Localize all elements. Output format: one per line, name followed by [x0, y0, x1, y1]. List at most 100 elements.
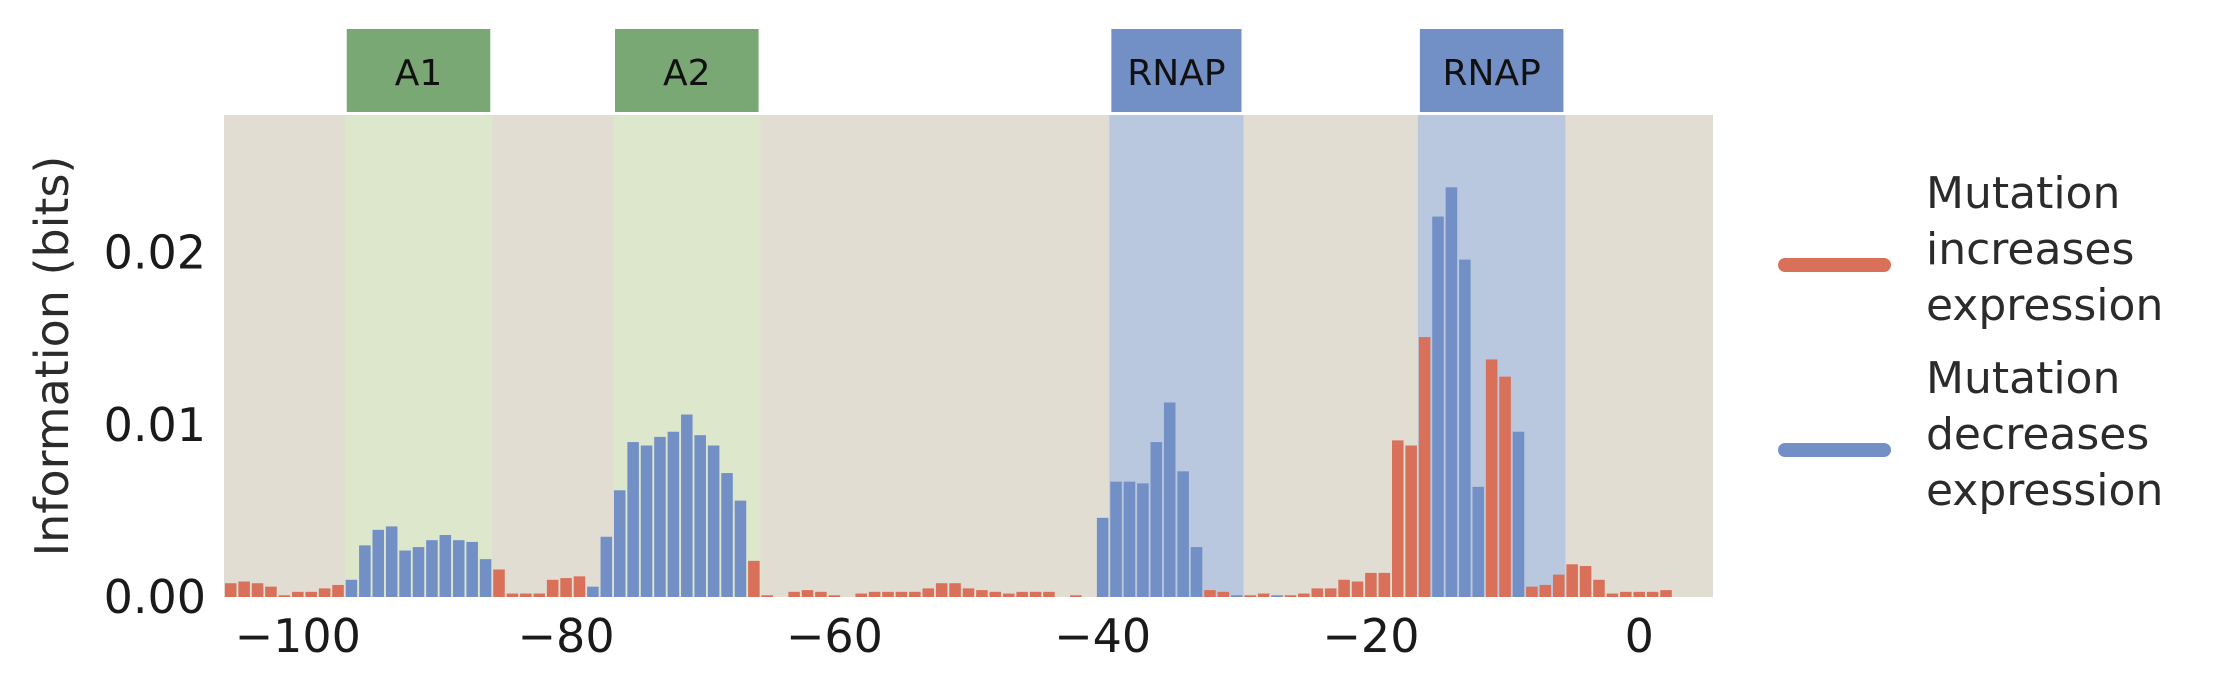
bar-pos--46: [1016, 591, 1028, 597]
bar-pos--27: [1271, 595, 1283, 597]
legend-label-increase: Mutation increases expression: [1926, 168, 2163, 331]
bar-pos--82: [533, 593, 546, 597]
region-box-3: [1111, 29, 1242, 112]
bar-pos--74: [640, 445, 653, 597]
legend-entry-decrease: Mutation decreases expression: [1778, 353, 2163, 516]
bar-pos--86: [479, 559, 492, 597]
bar-pos--13: [1459, 259, 1471, 597]
bar-pos--104: [238, 581, 250, 597]
bar-pos--75: [627, 442, 639, 597]
bar-pos--31: [1217, 591, 1230, 597]
bar-pos--1: [1620, 591, 1632, 597]
region-label-1: A1: [395, 53, 443, 94]
bar-pos--105: [224, 583, 237, 597]
x-tick-label: −20: [1322, 609, 1419, 663]
bars: [224, 187, 1672, 598]
bar-pos--87: [466, 541, 478, 597]
bar-pos--10: [1499, 376, 1511, 597]
bar-pos--20: [1365, 572, 1377, 597]
bar-pos--67: [734, 500, 747, 597]
bar-pos--101: [278, 595, 291, 597]
bar-pos--63: [788, 591, 800, 597]
bar-pos--15: [1432, 216, 1444, 598]
bar-pos--44: [1043, 591, 1055, 597]
bar-pos--68: [721, 473, 733, 597]
bar-pos--77: [600, 536, 613, 597]
region-label-3: RNAP: [1127, 53, 1225, 94]
bar-pos--12: [1472, 486, 1485, 597]
bar-pos--33: [1190, 547, 1203, 597]
bar-pos--76: [613, 490, 626, 597]
legend: Mutation increases expression Mutation decre…: [1778, 168, 2163, 516]
bar-pos--53: [922, 588, 935, 597]
bar-pos--95: [359, 545, 371, 597]
bar-pos--4: [1579, 566, 1592, 597]
y-tick-label: 0.00: [104, 570, 206, 624]
bar-pos--94: [372, 529, 385, 597]
bar-pos--21: [1351, 581, 1364, 597]
bar-pos--3: [1593, 579, 1605, 597]
bar-pos--57: [868, 591, 881, 597]
bar-pos--56: [882, 591, 894, 597]
y-axis-label: Information (bits): [25, 156, 79, 557]
x-tick-label: −100: [235, 609, 361, 663]
bar-pos--55: [895, 591, 908, 597]
y-tick-label: 0.02: [104, 226, 206, 280]
bar-pos--18: [1391, 440, 1404, 597]
bar-pos-0: [1633, 591, 1645, 597]
bar-pos--92: [399, 550, 411, 597]
bar-pos--54: [909, 591, 921, 597]
bar-pos--99: [305, 591, 317, 597]
bar-pos--26: [1284, 595, 1297, 597]
bar-pos--25: [1298, 593, 1310, 597]
bar-pos--71: [681, 414, 693, 597]
bar-pos--90: [426, 540, 438, 597]
bar-pos--98: [318, 588, 331, 597]
bar-pos--30: [1231, 595, 1243, 597]
bar-pos--83: [520, 593, 532, 597]
bar-pos--79: [573, 576, 586, 597]
bar-pos--32: [1204, 590, 1216, 597]
bar-pos--65: [761, 595, 774, 597]
region-box-4: [1419, 29, 1564, 112]
bar-pos--35: [1163, 402, 1176, 597]
y-axis-ticks: 0.00 0.01 0.02: [104, 226, 206, 624]
bar-pos--58: [855, 593, 867, 597]
x-tick-label: −60: [786, 609, 883, 663]
bar-pos--96: [345, 579, 358, 597]
region-shade-1: [344, 115, 493, 597]
bar-pos--16: [1418, 337, 1431, 597]
bar-pos--42: [1070, 595, 1082, 597]
bar-pos--52: [935, 583, 948, 597]
x-axis-ticks: −100 −80 −60 −40 −20 0: [235, 609, 1654, 663]
bar-pos--5: [1566, 564, 1578, 597]
bar-pos--73: [654, 436, 666, 597]
region-label-4: RNAP: [1443, 53, 1541, 94]
bar-pos--48: [989, 591, 1002, 597]
x-tick-label: −80: [518, 609, 615, 663]
bar-pos--85: [493, 569, 505, 597]
bar-pos--89: [439, 535, 452, 597]
legend-entry-increase: Mutation increases expression: [1778, 168, 2163, 331]
bar-pos--23: [1324, 588, 1337, 597]
x-tick-label: −40: [1054, 609, 1151, 663]
bar-pos--97: [332, 584, 344, 597]
bar-pos--45: [1029, 591, 1042, 597]
x-tick-label: 0: [1625, 609, 1654, 663]
bar-pos--34: [1177, 471, 1189, 597]
bar-pos--17: [1405, 445, 1417, 597]
bar-pos--66: [748, 560, 760, 597]
bar-pos--81: [546, 579, 559, 597]
bar-pos--47: [1002, 593, 1015, 597]
bar-pos-2: [1660, 590, 1672, 597]
y-tick-label: 0.01: [104, 398, 206, 452]
bar-pos--102: [265, 586, 277, 597]
legend-label-decrease: Mutation decreases expression: [1926, 353, 2163, 516]
bar-pos--60: [828, 595, 841, 597]
bar-pos--91: [412, 547, 425, 597]
bar-pos--6: [1552, 574, 1565, 597]
bar-pos--14: [1445, 187, 1458, 598]
bar-pos--24: [1311, 588, 1324, 597]
bar-pos--61: [815, 591, 827, 597]
